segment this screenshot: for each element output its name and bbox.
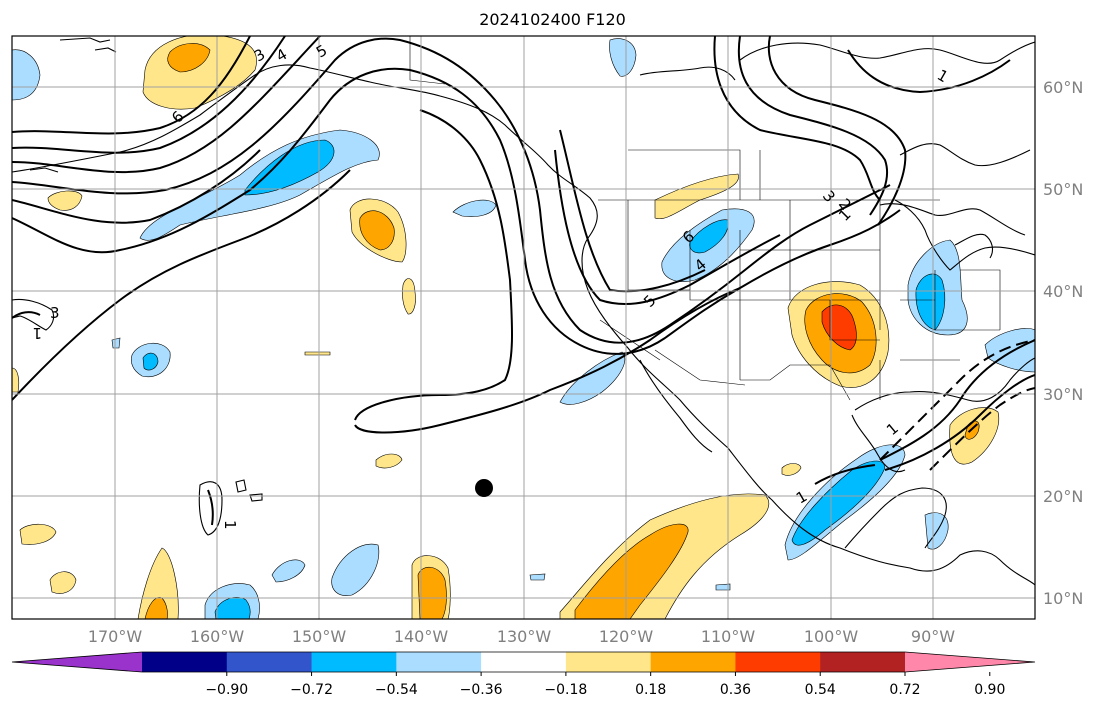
positive-anomaly-core [417, 567, 447, 619]
negative-anomaly-region [111, 337, 121, 349]
latitude-tick-labels: 60°N 50°N 40°N 30°N 20°N 10°N [1043, 78, 1083, 608]
gridlines [12, 36, 1035, 619]
lat-tick-label: 20°N [1043, 487, 1083, 506]
colorbar-segment [820, 652, 906, 672]
point-marker [475, 479, 493, 497]
colorbar-segment [565, 652, 652, 672]
colorbar: −0.90 −0.72 −0.54 −0.36 −0.18 0.18 0.36 0.54 0.7… [11, 651, 1036, 698]
lat-tick-label: 50°N [1043, 180, 1083, 199]
colorbar-segment [311, 652, 397, 672]
lat-tick-label: 40°N [1043, 282, 1083, 301]
positive-anomaly-core [167, 43, 211, 73]
colorbar-segment [226, 652, 313, 672]
negative-anomaly-core [142, 352, 159, 371]
colorbar-tick-label: −0.18 [544, 682, 587, 698]
lon-tick-label: 100°W [804, 627, 859, 646]
positive-anomaly-region [304, 351, 331, 356]
lon-tick-label: 170°W [88, 627, 143, 646]
colorbar-tick-label: −0.54 [375, 682, 418, 698]
negative-anomaly-core [791, 460, 885, 546]
colorbar-tick-label: 0.18 [635, 682, 666, 698]
colorbar-tick-label: 0.90 [974, 682, 1005, 698]
positive-anomaly-core [359, 210, 395, 251]
positive-anomaly-region [654, 173, 739, 220]
positive-anomaly-region [375, 453, 403, 469]
colorbar-segment [396, 652, 482, 672]
negative-anomaly-region [331, 543, 380, 596]
lon-tick-label: 120°W [599, 627, 654, 646]
negative-anomaly-region [529, 573, 546, 581]
contour-label: 3 [50, 304, 60, 322]
colorbar-segment [650, 652, 736, 672]
state-borders [409, 36, 1001, 401]
lon-tick-label: 140°W [394, 627, 449, 646]
longitude-tick-labels: 170°W 160°W 150°W 140°W 130°W 120°W 110°… [88, 627, 955, 646]
negative-anomaly-core [214, 597, 251, 619]
map-frame [11, 35, 1036, 620]
lat-tick-label: 60°N [1043, 78, 1083, 97]
contour-labels: 3 4 5 6 3 1 1 6 4 5 3 2 1 1 1 1 [32, 41, 951, 529]
positive-anomaly-region [49, 571, 77, 594]
lon-tick-label: 110°W [701, 627, 756, 646]
colorbar-segment [481, 652, 567, 672]
shaded-fields [12, 36, 1035, 619]
colorbar-tick-label: −0.72 [290, 682, 333, 698]
lon-tick-label: 90°W [911, 627, 955, 646]
negative-anomaly-region [12, 367, 20, 393]
contour-label: 1 [221, 520, 239, 530]
positive-anomaly-region [137, 547, 179, 619]
colorbar-tick-label: 0.54 [805, 682, 836, 698]
colorbar-segment [735, 652, 821, 672]
colorbar-tick-label: 0.72 [889, 682, 920, 698]
dashed-contours [879, 339, 1035, 471]
lon-tick-label: 160°W [190, 627, 245, 646]
colorbar-outline [11, 651, 1036, 673]
colorbar-tick-label: −0.90 [205, 682, 248, 698]
positive-anomaly-core [574, 523, 689, 619]
colorbar-extend-low [12, 652, 142, 672]
positive-anomaly-region [47, 190, 83, 211]
negative-anomaly-region [715, 583, 731, 591]
colorbar-tick-label: 0.36 [720, 682, 751, 698]
lon-tick-label: 150°W [292, 627, 347, 646]
negative-anomaly-core [689, 219, 729, 254]
lon-tick-label: 130°W [497, 627, 552, 646]
colorbar-tick-label: −0.36 [460, 682, 503, 698]
positive-anomaly-region [402, 278, 416, 315]
positive-anomaly-region [19, 523, 57, 545]
map-title: 2024102400 F120 [479, 10, 626, 29]
lat-tick-label: 10°N [1043, 589, 1083, 608]
colorbar-segment [142, 652, 228, 672]
negative-anomaly-core [244, 139, 335, 196]
negative-anomaly-core [915, 273, 946, 331]
contour-label: 1 [32, 324, 42, 342]
colorbar-extend-high [905, 652, 1035, 672]
lat-tick-label: 30°N [1043, 385, 1083, 404]
negative-anomaly-region [271, 559, 306, 583]
positive-anomaly-region [781, 463, 802, 476]
